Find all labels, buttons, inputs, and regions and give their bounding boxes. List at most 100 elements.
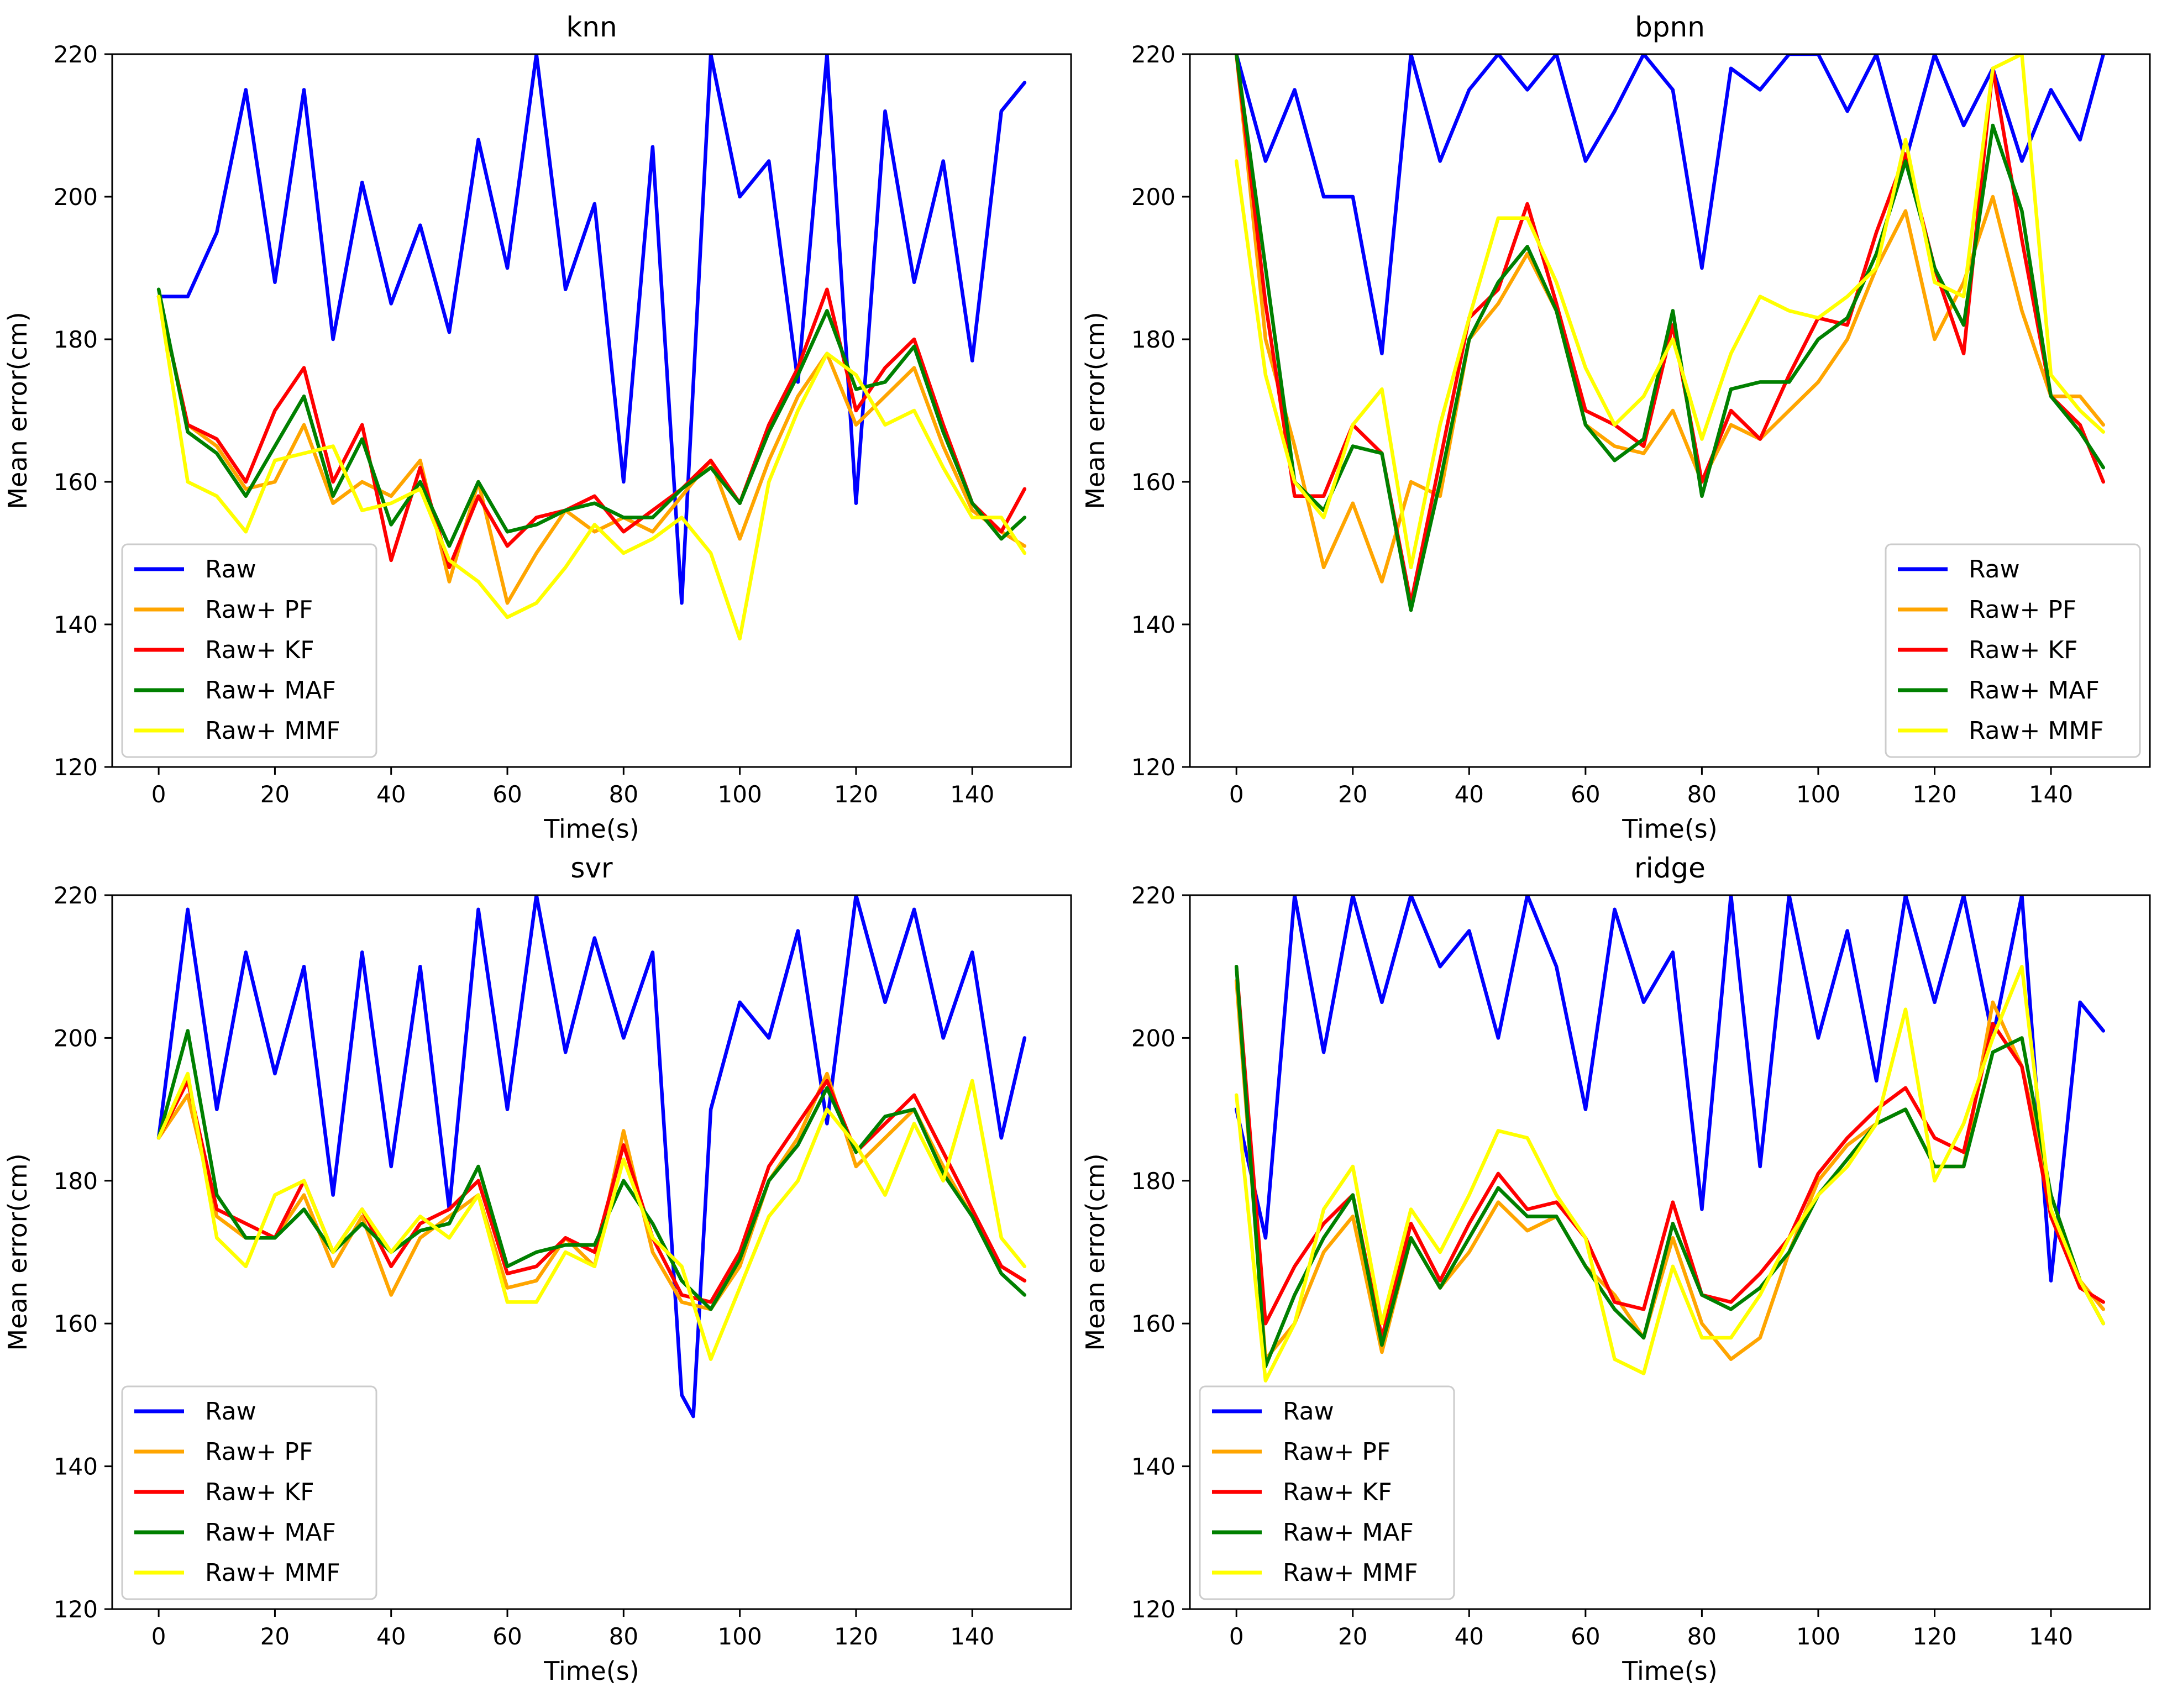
x-tick-label: 80 [1687, 781, 1717, 808]
legend-label: Raw [205, 555, 256, 584]
legend-label: Raw+ PF [1283, 1438, 1391, 1466]
series-line-raw-maf [1234, 964, 2106, 1368]
x-tick-label: 140 [950, 781, 994, 808]
series-line-raw [156, 54, 1027, 605]
y-tick-label: 220 [54, 882, 98, 909]
legend: Raw Raw+ PF Raw+ KF Raw+ MAF Raw+ MMF [121, 543, 377, 758]
x-tick-label: 120 [834, 781, 878, 808]
y-tick-label: 140 [1131, 611, 1176, 638]
legend-label: Raw [205, 1397, 256, 1426]
x-tick-label: 40 [1455, 781, 1484, 808]
x-tick-label: 80 [609, 1623, 638, 1650]
series-line-raw-mmf [156, 295, 1027, 641]
x-tick-label: 60 [492, 781, 522, 808]
y-tick-label: 160 [1131, 1310, 1176, 1337]
x-tick-label: 140 [2029, 781, 2073, 808]
y-tick-label: 160 [54, 469, 98, 496]
x-axis-label: Time(s) [1622, 814, 1717, 844]
y-tick-label: 180 [1131, 1168, 1176, 1195]
legend-label: Raw+ MAF [205, 1518, 336, 1547]
x-tick-label: 100 [1796, 1623, 1840, 1650]
y-tick-label: 180 [54, 1168, 98, 1195]
y-axis-label: Mean error(cm) [3, 1153, 33, 1350]
series-line-raw-mmf [156, 1071, 1027, 1362]
x-tick-label: 40 [376, 1623, 406, 1650]
legend-label: Raw+ MMF [1283, 1559, 1418, 1587]
chart-panel-bpnn: 0 20 40 60 80 100 120 140 120 140 160 180 200 220 bpnn… [1080, 11, 2151, 844]
series-line-raw [1234, 54, 2106, 356]
x-tick-label: 120 [1912, 781, 1956, 808]
legend-label: Raw+ MMF [1969, 717, 2104, 745]
y-tick-label: 120 [1131, 1596, 1176, 1623]
plot-frame [111, 894, 1072, 1610]
x-tick-label: 100 [718, 781, 762, 808]
y-tick-label: 120 [54, 754, 98, 781]
series-line-raw [1234, 895, 2106, 1283]
legend-label: Raw+ MMF [205, 717, 340, 745]
legend-label: Raw+ MAF [205, 676, 336, 705]
y-tick-label: 180 [54, 326, 98, 353]
x-tick-label: 140 [950, 1623, 994, 1650]
legend-label: Raw [1969, 555, 2020, 584]
legend-label: Raw+ MMF [205, 1559, 340, 1587]
series-line-raw-maf [156, 287, 1027, 548]
x-tick-label: 20 [1338, 1623, 1367, 1650]
y-tick-label: 160 [1131, 469, 1176, 496]
chart-title: bpnn [1635, 11, 1705, 43]
legend-label: Raw [1283, 1397, 1334, 1426]
series-line-raw-maf [1234, 54, 2106, 612]
x-tick-label: 100 [1796, 781, 1840, 808]
series-line-raw-pf [156, 295, 1027, 605]
y-tick-label: 220 [1131, 41, 1176, 68]
plot-frame [111, 53, 1072, 768]
y-tick-label: 200 [1131, 1024, 1176, 1052]
chart-panel-knn: 0 20 40 60 80 100 120 140 120 140 160 180 200 220 knn T… [3, 11, 1072, 844]
x-tick-label: 0 [1229, 781, 1244, 808]
series-line-raw-kf [156, 287, 1027, 570]
x-tick-label: 60 [1571, 1623, 1600, 1650]
y-axis-label: Mean error(cm) [3, 312, 33, 509]
x-tick-label: 0 [151, 1623, 166, 1650]
legend-box [1885, 543, 2141, 758]
x-tick-label: 0 [151, 781, 166, 808]
legend-label: Raw+ MAF [1283, 1518, 1414, 1547]
legend-label: Raw+ KF [205, 1478, 314, 1506]
x-tick-label: 100 [718, 1623, 762, 1650]
legend-label: Raw+ PF [205, 596, 313, 624]
plot-frame [1189, 894, 2151, 1610]
chart-title: knn [566, 11, 617, 43]
y-tick-label: 140 [1131, 1453, 1176, 1480]
x-tick-label: 20 [260, 781, 290, 808]
legend-label: Raw+ KF [1969, 636, 2078, 664]
legend: Raw Raw+ PF Raw+ KF Raw+ MAF Raw+ MMF [1199, 1385, 1455, 1600]
x-axis-label: Time(s) [543, 814, 639, 844]
series-line-raw [156, 895, 1027, 1418]
x-tick-label: 120 [1912, 1623, 1956, 1650]
x-tick-label: 120 [834, 1623, 878, 1650]
y-tick-label: 200 [1131, 183, 1176, 211]
legend: Raw Raw+ PF Raw+ KF Raw+ MAF Raw+ MMF [1885, 543, 2141, 758]
x-tick-label: 20 [260, 1623, 290, 1650]
x-axis-label: Time(s) [543, 1656, 639, 1686]
y-axis-label: Mean error(cm) [1080, 1153, 1110, 1350]
chart-title: ridge [1634, 852, 1706, 884]
legend: Raw Raw+ PF Raw+ KF Raw+ MAF Raw+ MMF [121, 1385, 377, 1600]
y-axis-label: Mean error(cm) [1080, 312, 1110, 509]
x-tick-label: 140 [2029, 1623, 2073, 1650]
legend-label: Raw+ PF [205, 1438, 313, 1466]
series-line-raw-pf [1234, 979, 2106, 1362]
y-tick-label: 220 [1131, 882, 1176, 909]
series-line-raw-maf [156, 1029, 1027, 1311]
x-tick-label: 60 [1571, 781, 1600, 808]
chart-panel-ridge: 0 20 40 60 80 100 120 140 120 140 160 180 200 220 ridg… [1080, 852, 2151, 1686]
chart-panel-svr: 0 20 40 60 80 100 120 140 120 140 160 180 200 220 svr T… [3, 852, 1072, 1686]
series-line-raw-pf [1234, 54, 2106, 584]
chart-title: svr [570, 852, 613, 884]
series-line-raw-pf [156, 1071, 1027, 1311]
y-tick-label: 140 [54, 611, 98, 638]
x-tick-label: 60 [492, 1623, 522, 1650]
legend-label: Raw+ PF [1969, 596, 2076, 624]
legend-box [121, 543, 377, 758]
y-tick-label: 180 [1131, 326, 1176, 353]
